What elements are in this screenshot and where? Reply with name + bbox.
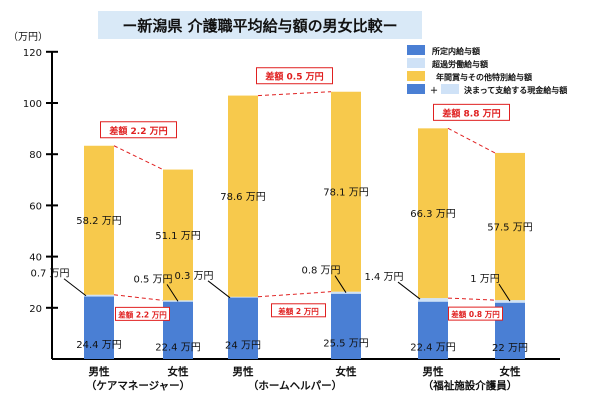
diff-total-label: 差額 2.2 万円 [109, 125, 167, 137]
bonus-value-label: 66.3 万円 [410, 209, 455, 220]
diff-monthly-line [113, 294, 164, 301]
bonus-value-label: 78.6 万円 [220, 192, 265, 203]
bonus-value-label: 51.1 万円 [155, 231, 200, 242]
diff-total-line [447, 127, 496, 154]
diff-total-box [433, 103, 510, 121]
diff-total-line [257, 91, 332, 97]
group-label: （ホームヘルパー） [248, 379, 342, 392]
group-label: （福祉施設介護員） [423, 379, 518, 392]
base-value-label: 25.5 万円 [323, 338, 368, 349]
bar-label: 女性 [500, 365, 521, 378]
legend-swatch-base [407, 45, 425, 55]
diff-monthly-label: 差額 0.8 万円 [450, 309, 500, 319]
bar-base [228, 297, 258, 359]
overtime-leader-line [498, 283, 511, 302]
bar-base [84, 296, 114, 359]
bonus-value-label: 78.1 万円 [323, 188, 368, 199]
bar-overtime [331, 291, 361, 294]
y-tick-label: 60 [29, 201, 42, 212]
y-tick-label: 40 [29, 253, 42, 264]
overtime-value-label: 0.5 万円 [133, 274, 172, 285]
bar-overtime [495, 300, 525, 303]
bar-base [418, 301, 448, 359]
diff-monthly-line [447, 297, 496, 301]
diff-monthly-box [271, 303, 326, 318]
legend-label: 年間賞与その他特別給与額 [436, 72, 532, 82]
bar-overtime [84, 294, 114, 297]
overtime-leader-line [207, 280, 231, 299]
bar-bonus [163, 169, 193, 301]
diff-total-label: 差額 0.5 万円 [265, 71, 323, 83]
legend-label: 超過労働給与額 [431, 59, 488, 69]
title-background [98, 11, 422, 39]
bonus-value-label: 58.2 万円 [76, 216, 121, 227]
bar-bonus [331, 91, 361, 292]
bar-label: 男性 [423, 365, 444, 378]
diff-monthly-box [115, 306, 170, 321]
bar-label: 男性 [89, 365, 110, 378]
overtime-value-label: 1.4 万円 [364, 272, 403, 283]
bar-label: 男性 [233, 365, 254, 378]
diff-monthly-label: 差額 2 万円 [277, 306, 319, 316]
legend-label: 所定内給与額 [431, 46, 480, 56]
axes: 20 40 60 80 100 120 [23, 48, 560, 360]
base-value-label: 24 万円 [225, 340, 261, 351]
bar-label: 女性 [336, 365, 357, 378]
y-tick-label: 120 [23, 48, 42, 59]
y-tick-label: 100 [23, 99, 42, 110]
legend-swatch-overtime [407, 58, 425, 68]
overtime-value-label: 0.3 万円 [174, 271, 213, 282]
legend-swatch-overtime [441, 84, 459, 94]
overtime-leader-line [63, 278, 87, 297]
legend-swatch-base [407, 84, 425, 94]
diff-total-box [256, 67, 333, 85]
bar-label: 女性 [168, 365, 189, 378]
diff-monthly-line [257, 291, 332, 298]
base-value-label: 24.4 万円 [76, 340, 121, 351]
y-tick-label: 20 [29, 304, 42, 315]
diff-total-label: 差額 8.8 万円 [442, 107, 500, 119]
bar-bonus [228, 95, 258, 297]
bonus-value-label: 57.5 万円 [487, 223, 532, 234]
bar-bonus [495, 152, 525, 301]
group-label: （ケアマネージャー） [86, 379, 190, 392]
overtime-value-label: 0.8 万円 [301, 266, 340, 277]
bar-overtime [228, 296, 258, 298]
bar-base [331, 293, 361, 359]
overtime-leader-line [397, 281, 421, 300]
legend-swatch-bonus [407, 71, 425, 81]
bar-overtime [418, 298, 448, 302]
chart-title: ー新潟県 介護職平均給与額の男女比較ー [122, 17, 397, 35]
base-value-label: 22 万円 [492, 343, 528, 354]
y-axis-label: （万円） [8, 31, 48, 43]
diff-total-box [100, 121, 177, 139]
overtime-value-label: 0.7 万円 [30, 269, 69, 280]
overtime-leader-line [334, 275, 347, 293]
y-tick-label: 80 [29, 150, 42, 161]
base-value-label: 22.4 万円 [155, 342, 200, 353]
legend-plus: ＋ [430, 86, 438, 95]
bar-bonus [418, 128, 448, 299]
overtime-leader-line [166, 284, 179, 302]
overtime-value-label: 1 万円 [470, 274, 500, 285]
diff-monthly-box [448, 306, 503, 321]
diff-total-line [113, 145, 164, 171]
base-value-label: 22.4 万円 [410, 342, 455, 353]
legend-label: 決まって支給する現金給与額 [464, 85, 567, 95]
diff-monthly-label: 差額 2.2 万円 [117, 309, 167, 319]
bar-bonus [84, 145, 114, 295]
